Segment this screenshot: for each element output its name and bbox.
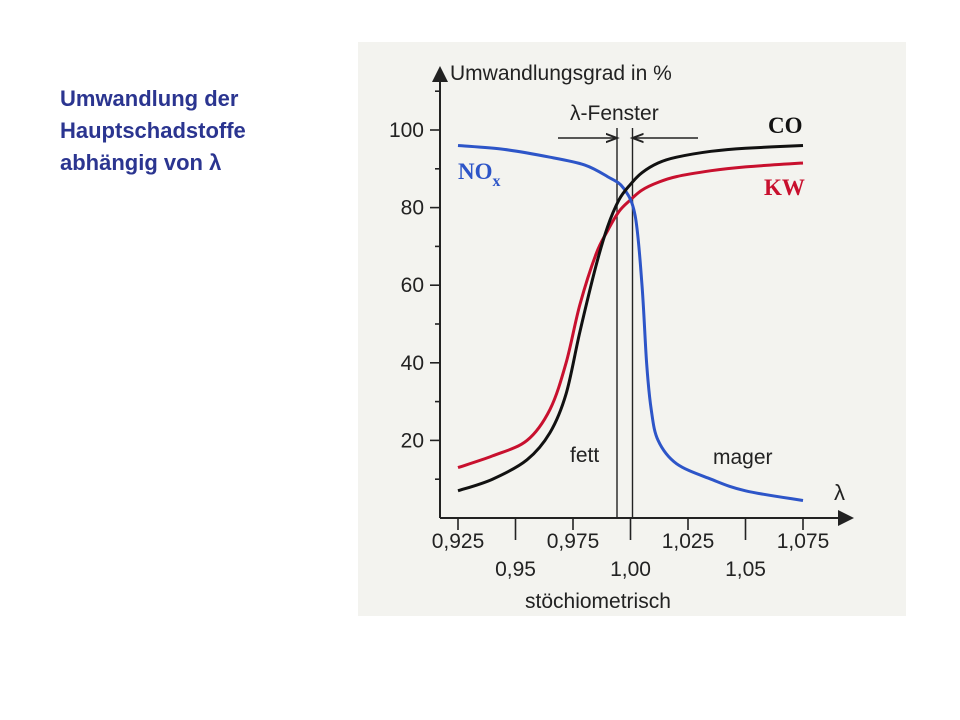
series-curves: [457, 144, 804, 502]
x-tick-label-lower: 0,95: [495, 558, 536, 581]
chart-figure: 20 40 60 80 100 0,925 0,975 1,025 1,075 0,95 1,00…: [358, 42, 906, 616]
y-tick-label: 60: [401, 274, 424, 297]
legend-nox: NOx: [458, 159, 501, 190]
y-axis-label: Umwandlungsgrad in %: [450, 62, 672, 85]
title-line-1: Umwandlung der: [60, 86, 239, 111]
series-line-nox: [457, 144, 804, 502]
lambda-window: λ-Fenster: [558, 102, 698, 518]
y-tick-label: 100: [389, 119, 424, 142]
x-tick-label-lower: 1,00: [610, 558, 651, 581]
title-line-3: abhängig von λ: [60, 150, 222, 175]
x-sublabel: stöchiometrisch: [525, 590, 671, 613]
legend-co: CO: [768, 113, 803, 138]
x-tick-label-lower: 1,05: [725, 558, 766, 581]
y-ticks: 20 40 60 80 100: [389, 90, 440, 481]
x-ticks: 0,925 0,975 1,025 1,075 0,95 1,00 1,05: [432, 518, 830, 581]
x-tick-label-upper: 1,025: [662, 530, 715, 553]
series-line-kw: [457, 161, 804, 470]
y-tick-label: 40: [401, 352, 424, 375]
x-tick-label-upper: 1,075: [777, 530, 830, 553]
y-tick-label: 80: [401, 197, 424, 220]
x-tick-label-upper: 0,925: [432, 530, 485, 553]
annotation-fett: fett: [570, 444, 599, 467]
series-line-co: [457, 144, 804, 493]
annotation-mager: mager: [713, 446, 773, 469]
title-line-2: Hauptschadstoffe: [60, 118, 246, 143]
legend-nox-sub: x: [493, 173, 501, 190]
window-label: λ-Fenster: [570, 102, 659, 125]
slide-title: Umwandlung der Hauptschadstoffe abhängig…: [60, 83, 350, 179]
y-tick-label: 20: [401, 429, 424, 452]
x-tick-label-upper: 0,975: [547, 530, 600, 553]
x-axis-label: λ: [834, 480, 845, 505]
legend-nox-main: NO: [458, 159, 493, 184]
legend-kw: KW: [764, 175, 805, 200]
conversion-chart: 20 40 60 80 100 0,925 0,975 1,025 1,075 0,95 1,00…: [389, 62, 854, 613]
